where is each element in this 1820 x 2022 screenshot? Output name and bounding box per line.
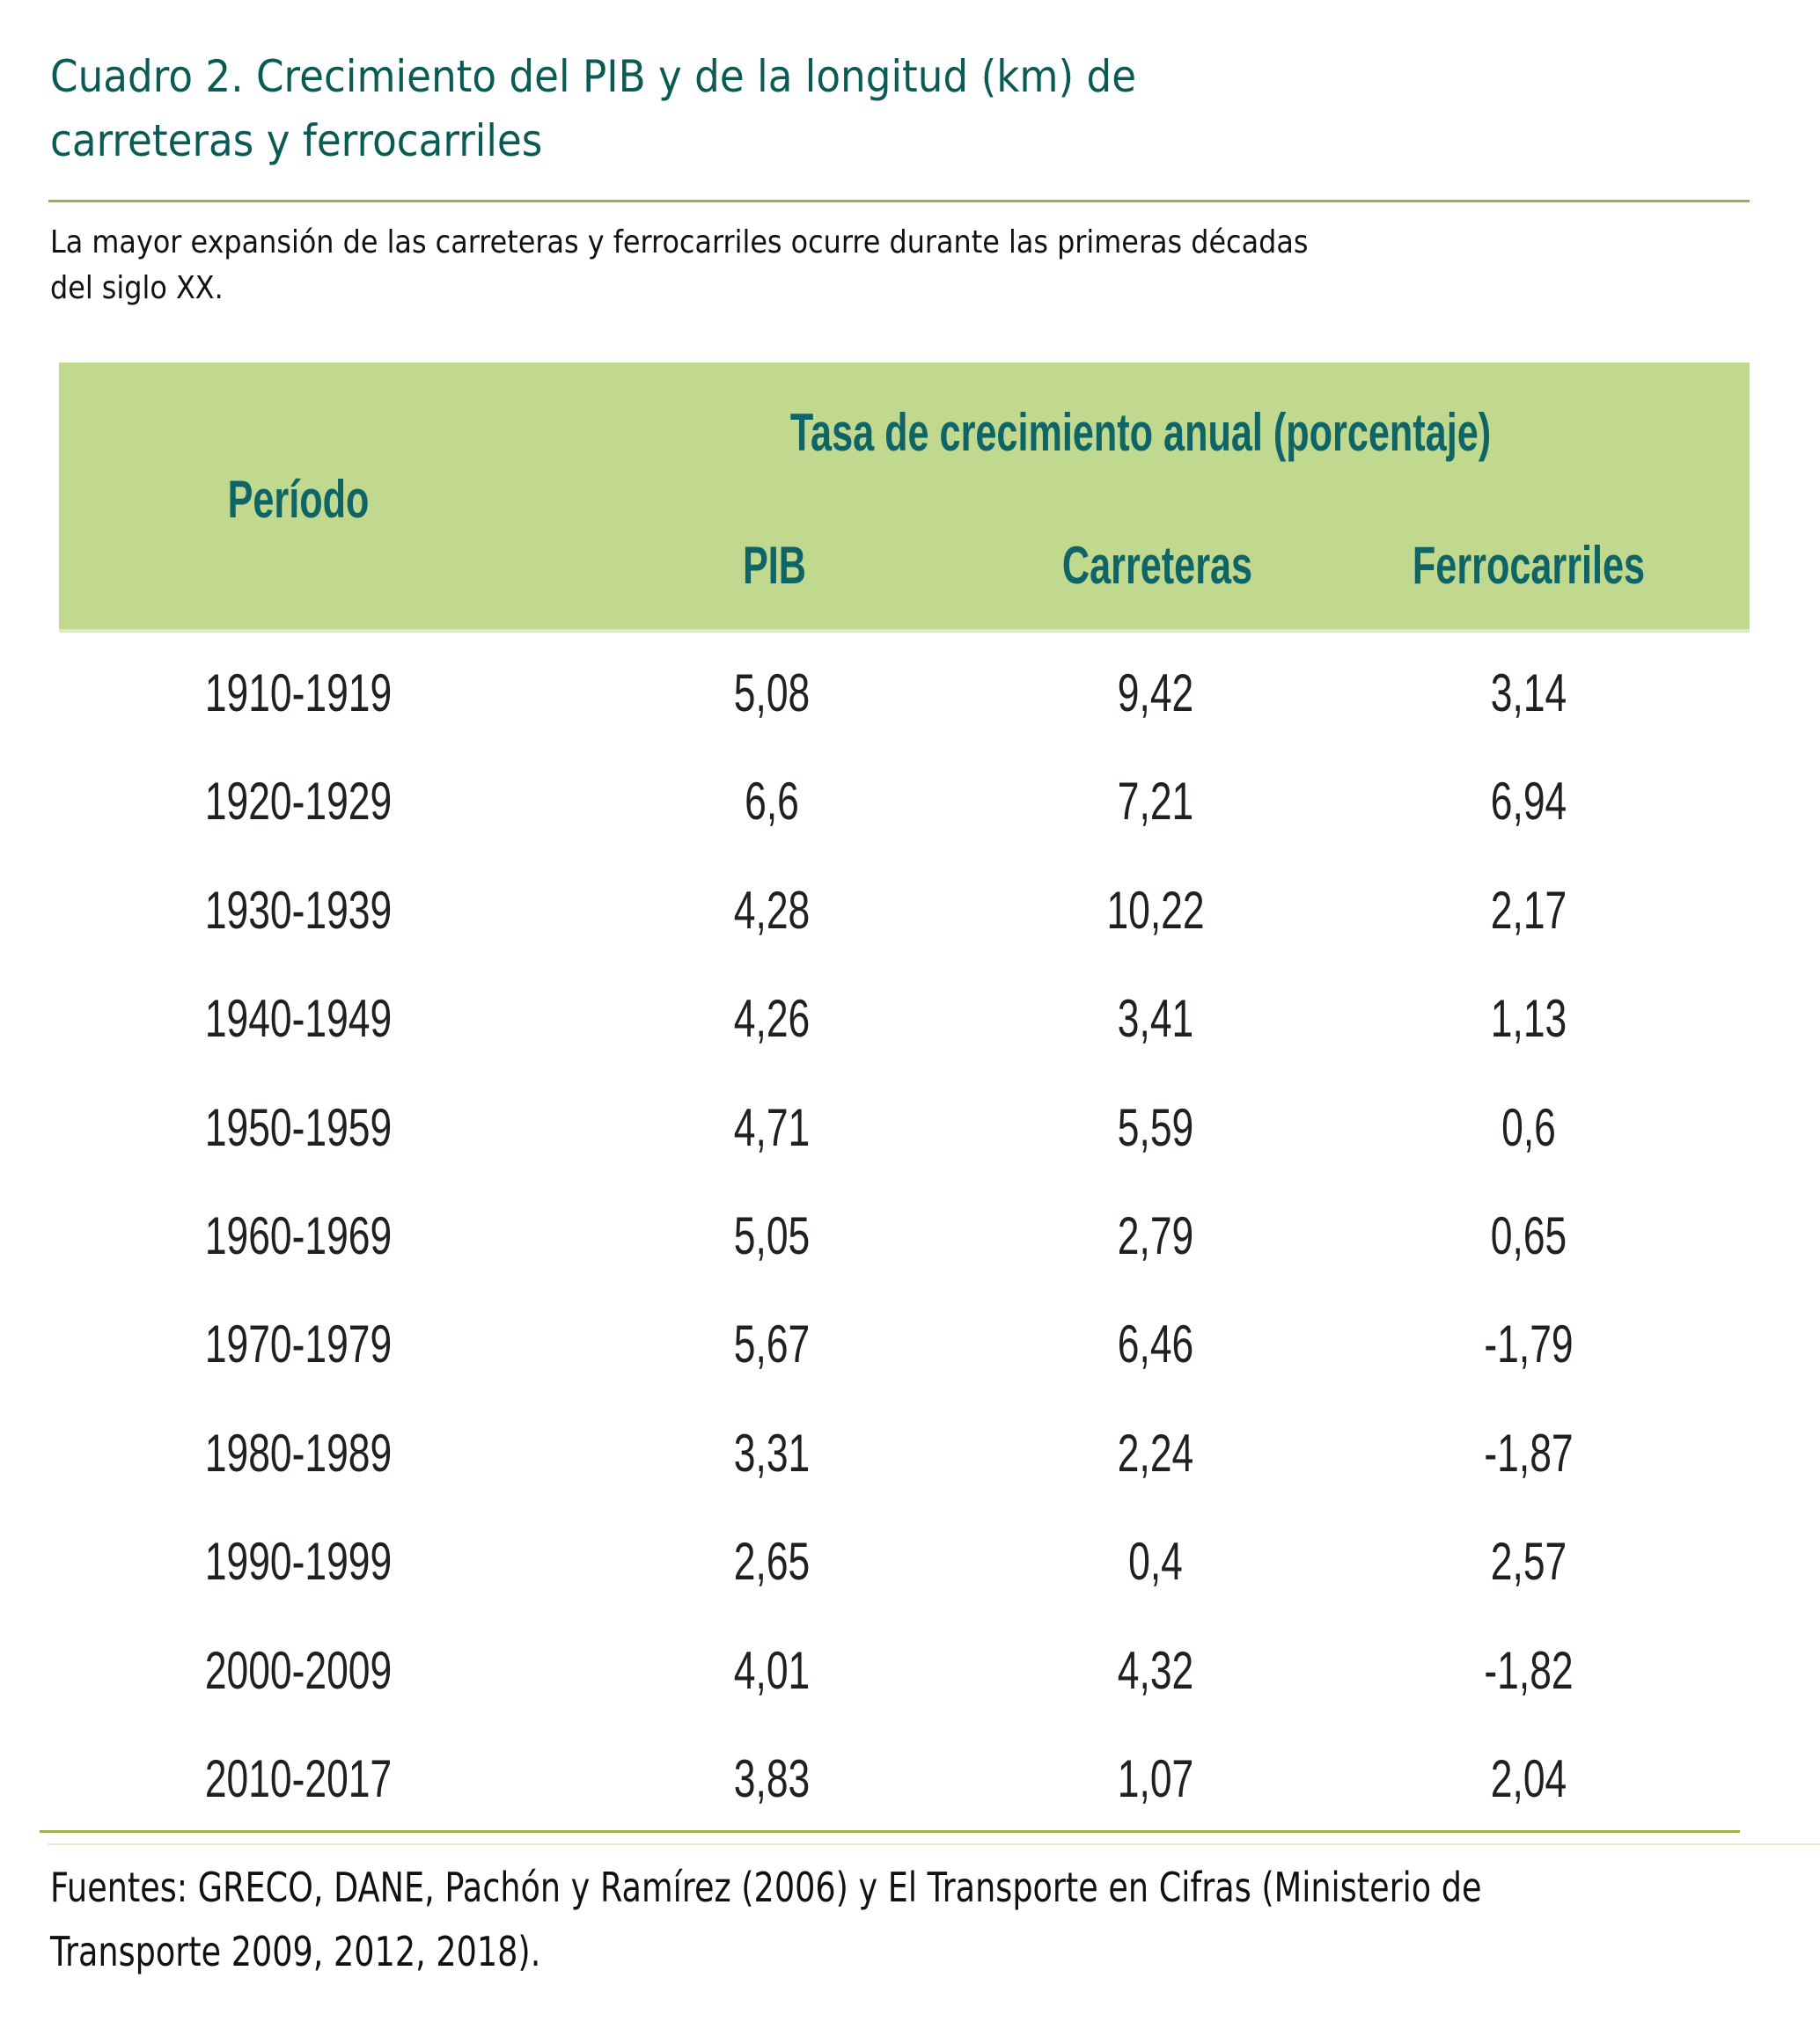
cell-pib: 3,31 (733, 1423, 811, 1483)
table-row: 1980-1989 3,31 2,24 -1,87 (59, 1403, 1750, 1511)
table-header (59, 363, 1750, 629)
cell-pib: 3,83 (733, 1749, 811, 1808)
table-row: 1910-1919 5,08 9,42 3,14 (59, 642, 1750, 751)
table-bottom-rule (40, 1830, 1740, 1833)
column-header-period: Período (227, 470, 370, 529)
cell-carreteras: 6,46 (1117, 1315, 1194, 1374)
column-header-pib: PIB (742, 536, 807, 595)
cell-ferrocarriles: -1,79 (1484, 1315, 1574, 1374)
source-note-line-1: Fuentes: GRECO, DANE, Pachón y Ramírez (… (50, 1864, 1482, 1911)
page-title-line-1: Cuadro 2. Crecimiento del PIB y de la lo… (50, 51, 1137, 102)
cell-carreteras: 10,22 (1106, 880, 1205, 940)
cell-pib: 6,6 (745, 772, 799, 832)
cell-period: 1970-1979 (204, 1315, 393, 1374)
cell-ferrocarriles: 0,6 (1501, 1097, 1556, 1157)
cell-pib: 5,67 (733, 1315, 811, 1374)
page-title-line-2: carreteras y ferrocarriles (50, 115, 543, 166)
cell-carreteras: 7,21 (1117, 772, 1194, 832)
source-note-line-2: Transporte 2009, 2012, 2018). (50, 1928, 541, 1975)
cell-period: 1960-1969 (204, 1206, 393, 1265)
cell-pib: 4,01 (733, 1640, 811, 1700)
cell-pib: 4,26 (733, 989, 811, 1049)
cell-ferrocarriles: 2,57 (1490, 1532, 1567, 1592)
cell-carreteras: 3,41 (1117, 989, 1194, 1049)
cell-period: 2010-2017 (204, 1749, 393, 1808)
cell-pib: 5,08 (733, 663, 811, 722)
cell-carreteras: 5,59 (1117, 1097, 1194, 1157)
cell-pib: 5,05 (733, 1206, 811, 1265)
cell-carreteras: 4,32 (1117, 1640, 1194, 1700)
table-row: 1990-1999 2,65 0,4 2,57 (59, 1511, 1750, 1619)
cell-ferrocarriles: 6,94 (1490, 772, 1567, 832)
table-header-divider (59, 629, 1750, 633)
cell-ferrocarriles: 0,65 (1490, 1206, 1567, 1265)
cell-ferrocarriles: 1,13 (1490, 989, 1567, 1049)
table-row: 1960-1969 5,05 2,79 0,65 (59, 1185, 1750, 1293)
cell-ferrocarriles: 2,17 (1490, 880, 1567, 940)
cell-carreteras: 2,79 (1117, 1206, 1194, 1265)
subtitle-line-2: del siglo XX. (50, 270, 224, 306)
cell-period: 1920-1929 (204, 772, 393, 832)
cell-period: 1950-1959 (204, 1097, 393, 1157)
cell-carreteras: 2,24 (1117, 1423, 1194, 1483)
table-bottom-faint-rule (48, 1843, 1820, 1845)
cell-pib: 2,65 (733, 1532, 811, 1592)
column-header-ferrocarriles: Ferrocarriles (1412, 536, 1646, 595)
table-row: 1920-1929 6,6 7,21 6,94 (59, 751, 1750, 859)
table-row: 1950-1959 4,71 5,59 0,6 (59, 1077, 1750, 1185)
cell-carreteras: 0,4 (1128, 1532, 1183, 1592)
table-row: 1970-1979 5,67 6,46 -1,79 (59, 1293, 1750, 1402)
cell-ferrocarriles: -1,82 (1484, 1640, 1574, 1700)
column-header-carreteras: Carreteras (1061, 536, 1253, 595)
column-group-header: Tasa de crecimiento anual (porcentaje) (789, 403, 1492, 462)
cell-period: 1980-1989 (204, 1423, 393, 1483)
table-row: 1940-1949 4,26 3,41 1,13 (59, 968, 1750, 1076)
table-row: 1930-1939 4,28 10,22 2,17 (59, 860, 1750, 968)
cell-period: 1910-1919 (204, 663, 393, 722)
cell-period: 1940-1949 (204, 989, 393, 1049)
cell-pib: 4,28 (733, 880, 811, 940)
cell-carreteras: 9,42 (1117, 663, 1194, 722)
table-row: 2000-2009 4,01 4,32 -1,82 (59, 1620, 1750, 1728)
table-row: 2010-2017 3,83 1,07 2,04 (59, 1728, 1750, 1836)
cell-ferrocarriles: 2,04 (1490, 1749, 1567, 1808)
cell-period: 1930-1939 (204, 880, 393, 940)
cell-pib: 4,71 (733, 1097, 811, 1157)
cell-period: 1990-1999 (204, 1532, 393, 1592)
cell-carreteras: 1,07 (1117, 1749, 1194, 1808)
cell-ferrocarriles: -1,87 (1484, 1423, 1574, 1483)
cell-period: 2000-2009 (204, 1640, 393, 1700)
subtitle-line-1: La mayor expansión de las carreteras y f… (50, 224, 1309, 260)
title-divider (48, 200, 1750, 202)
cell-ferrocarriles: 3,14 (1490, 663, 1567, 722)
